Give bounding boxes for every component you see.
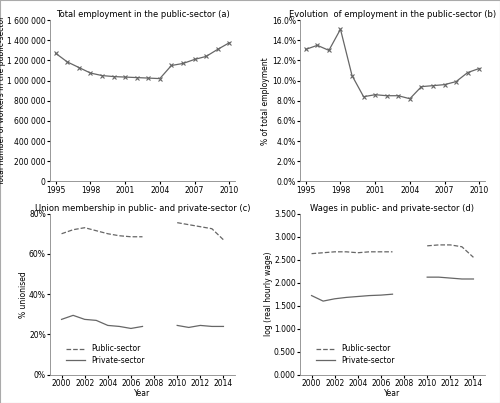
X-axis label: Year: Year (384, 389, 400, 398)
Legend: Public-sector, Private-sector: Public-sector, Private-sector (313, 341, 398, 368)
Y-axis label: % unionised: % unionised (18, 271, 28, 318)
Title: Union membership in public- and private-sector (c): Union membership in public- and private-… (35, 204, 250, 213)
Y-axis label: Total number of workers in the public-sector: Total number of workers in the public-se… (0, 16, 6, 185)
X-axis label: Year: Year (134, 389, 150, 398)
Title: Evolution  of employment in the public-sector (b): Evolution of employment in the public-se… (289, 10, 496, 19)
Title: Total employment in the public-sector (a): Total employment in the public-sector (a… (56, 10, 230, 19)
Legend: Public-sector, Private-sector: Public-sector, Private-sector (63, 341, 148, 368)
Title: Wages in public- and private-sector (d): Wages in public- and private-sector (d) (310, 204, 474, 213)
Y-axis label: % of total employment: % of total employment (262, 57, 270, 145)
Y-axis label: log (real hourly wage): log (real hourly wage) (264, 252, 272, 337)
